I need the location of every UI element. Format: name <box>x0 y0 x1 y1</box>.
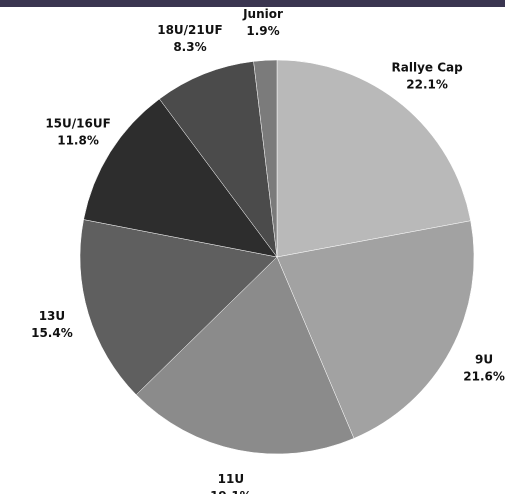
slice-value-label: 21.6% <box>463 370 505 384</box>
slice-label: 18U/21UF <box>157 23 222 37</box>
pie-slice <box>79 219 278 396</box>
slice-value-label: 8.3% <box>173 40 206 54</box>
slice-value-label: 19.1% <box>210 489 252 494</box>
pie-slice <box>253 59 278 258</box>
photo-strip <box>0 0 505 7</box>
slice-label: 11U <box>218 472 244 486</box>
slice-value-label: 11.8% <box>57 133 99 147</box>
pie-slice <box>159 61 278 258</box>
slice-value-label: 15.4% <box>31 326 73 340</box>
slice-label: 9U <box>475 353 493 367</box>
pie-slice <box>83 98 278 258</box>
slice-label: 13U <box>39 309 65 323</box>
slice-label: Junior <box>242 7 283 21</box>
pie-slice <box>276 59 471 258</box>
slice-label: 15U/16UF <box>45 116 110 130</box>
slice-value-label: 1.9% <box>246 24 279 38</box>
slice-label: Rallye Cap <box>392 61 464 75</box>
pie-slice <box>135 256 355 455</box>
slice-value-label: 22.1% <box>406 78 448 92</box>
pie-slice <box>276 220 475 439</box>
